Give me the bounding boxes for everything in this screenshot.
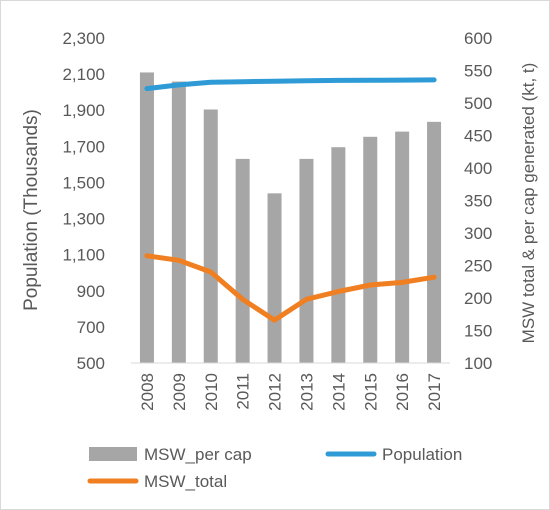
bar-msw-per-cap <box>395 131 410 363</box>
left-axis-title: Population (Thousands) <box>21 109 42 311</box>
x-axis-ticks: 2008 2009 2010 2011 2012 2013 2014 2015 2016 2017 <box>138 373 444 411</box>
right-tick-label: 350 <box>464 192 492 211</box>
left-tick-label: 2,300 <box>62 29 105 48</box>
right-axis-ticks: 600 550 500 450 400 350 300 250 200 150 100 <box>464 29 492 373</box>
legend-swatch-msw-per-cap <box>89 447 137 461</box>
right-tick-label: 500 <box>464 94 492 113</box>
x-tick-label: 2013 <box>297 373 316 411</box>
right-tick-label: 150 <box>464 322 492 341</box>
right-tick-label: 400 <box>464 159 492 178</box>
right-tick-label: 250 <box>464 257 492 276</box>
left-tick-label: 500 <box>77 354 105 373</box>
bar-msw-per-cap <box>235 158 250 363</box>
bar-msw-per-cap <box>299 158 314 363</box>
right-tick-label: 600 <box>464 29 492 48</box>
x-tick-label: 2017 <box>425 373 444 411</box>
x-tick-label: 2009 <box>170 373 189 411</box>
left-tick-label: 900 <box>77 282 105 301</box>
x-tick-label: 2016 <box>393 373 412 411</box>
right-tick-label: 100 <box>464 354 492 373</box>
legend-label-msw-per-cap: MSW_per cap <box>144 445 252 464</box>
right-tick-label: 450 <box>464 127 492 146</box>
bar-msw-per-cap <box>363 136 378 363</box>
right-axis-title: MSW total & per cap generated (kt, t) <box>519 63 538 344</box>
bar-msw-per-cap <box>331 147 346 363</box>
left-tick-label: 1,500 <box>62 173 105 192</box>
x-tick-label: 2012 <box>266 373 285 411</box>
x-tick-label: 2015 <box>361 373 380 411</box>
legend: MSW_per cap Population MSW_total <box>87 445 462 491</box>
bar-msw-per-cap <box>267 193 282 363</box>
left-tick-label: 1,700 <box>62 137 105 156</box>
legend-label-population: Population <box>382 445 462 464</box>
right-tick-label: 550 <box>464 62 492 81</box>
bar-msw-per-cap <box>171 81 186 364</box>
bars-group <box>139 72 442 364</box>
left-tick-label: 700 <box>77 318 105 337</box>
right-tick-label: 300 <box>464 224 492 243</box>
bar-msw-per-cap <box>139 72 154 363</box>
x-tick-label: 2014 <box>329 373 348 411</box>
line-msw-total <box>144 253 437 323</box>
left-axis-ticks: 2,300 2,100 1,900 1,700 1,500 1,300 1,100 900 70… <box>62 29 105 373</box>
bar-msw-per-cap <box>203 109 218 363</box>
left-tick-label: 1,300 <box>62 210 105 229</box>
line-population <box>144 77 437 92</box>
right-tick-label: 200 <box>464 289 492 308</box>
legend-label-msw-total: MSW_total <box>144 472 227 491</box>
bar-msw-per-cap <box>427 121 442 363</box>
left-tick-label: 1,100 <box>62 246 105 265</box>
left-tick-label: 2,100 <box>62 65 105 84</box>
x-tick-label: 2008 <box>138 373 157 411</box>
x-tick-label: 2010 <box>202 373 221 411</box>
lines-group <box>144 77 437 323</box>
left-tick-label: 1,900 <box>62 101 105 120</box>
x-tick-label: 2011 <box>234 373 253 410</box>
